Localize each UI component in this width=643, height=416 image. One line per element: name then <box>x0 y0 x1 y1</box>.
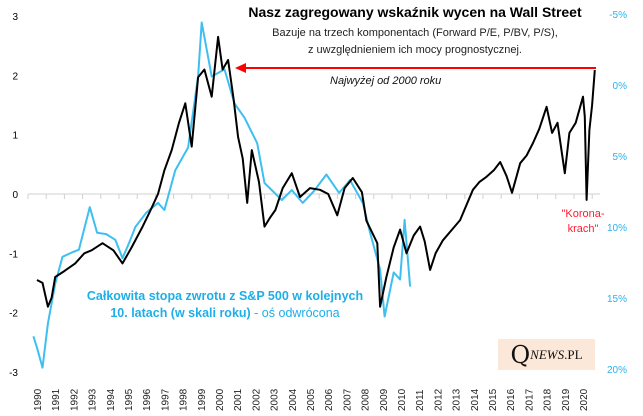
x-tick-label: 1999 <box>197 388 208 411</box>
y-left-tick-label: 2 <box>12 71 18 82</box>
chart-subtitle-line1: Bazuje na trzech komponentach (Forward P… <box>272 27 558 39</box>
x-tick-label: 1998 <box>179 388 190 411</box>
y-left-tick-label: 3 <box>12 12 18 23</box>
korona-line1: "Korona- <box>561 208 605 220</box>
logo-q: Q <box>510 340 531 369</box>
y-right-tick-label: -5% <box>609 10 627 21</box>
x-tick-label: 2003 <box>270 388 281 411</box>
y-left-tick-label: 0 <box>12 190 18 201</box>
series-label-normal: - oś odwrócona <box>250 306 340 320</box>
chart-subtitle-line2: z uwzględnieniem ich mocy prognostycznej… <box>308 44 522 56</box>
x-tick-label: 2009 <box>379 388 390 411</box>
chart-title: Nasz zagregowany wskaźnik wycen na Wall … <box>248 4 582 20</box>
x-tick-label: 2015 <box>488 388 499 411</box>
x-tick-label: 1992 <box>69 388 80 411</box>
x-tick-label: 2001 <box>233 388 244 411</box>
logo-suffix: .PL <box>564 346 583 362</box>
series-label-bold: 10. latach (w skali roku) <box>110 306 251 320</box>
x-tick-label: 2012 <box>433 388 444 411</box>
x-tick-label: 1997 <box>160 388 171 411</box>
korona-annotation: "Korona-krach" <box>548 207 618 237</box>
x-tick-label: 2007 <box>342 388 353 411</box>
x-tick-label: 1995 <box>124 388 135 411</box>
logo-news: NEWS <box>530 346 565 362</box>
x-tick-label: 2013 <box>452 388 463 411</box>
y-right-tick-label: 10% <box>607 223 627 234</box>
x-tick-label: 1994 <box>106 388 117 411</box>
x-tick-label: 2020 <box>579 388 590 411</box>
x-tick-label: 2008 <box>361 388 372 411</box>
korona-line2: krach" <box>567 223 599 235</box>
x-tick-label: 2017 <box>524 388 535 411</box>
series-label-line2: 10. latach (w skali roku) - oś odwrócona <box>60 306 390 320</box>
x-tick-label: 2002 <box>251 388 262 411</box>
y-right-tick-label: 5% <box>613 152 628 163</box>
y-left-tick-label: -2 <box>9 309 18 320</box>
x-tick-label: 2000 <box>215 388 226 411</box>
x-tick-label: 2004 <box>288 388 299 411</box>
qnews-logo: Q NEWS .PL <box>498 339 595 370</box>
x-tick-label: 2016 <box>506 388 517 411</box>
y-right-tick-label: 15% <box>607 294 627 305</box>
valuation-series-line <box>36 35 596 308</box>
x-tick-label: 2014 <box>470 388 481 411</box>
x-tick-label: 1993 <box>88 388 99 411</box>
series-label-line1: Całkowita stopa zwrotu z S&P 500 w kolej… <box>86 289 364 303</box>
x-tick-label: 2006 <box>324 388 335 411</box>
y-left-tick-label: -1 <box>9 249 18 260</box>
x-tick-label: 1996 <box>142 388 153 411</box>
x-tick-label: 1991 <box>51 388 62 411</box>
y-left-tick-label: -3 <box>9 368 18 379</box>
y-right-tick-label: 0% <box>613 81 628 92</box>
red-arrow-head-icon <box>235 63 246 73</box>
x-tick-label: 1990 <box>33 388 44 411</box>
arrow-annotation: Najwyżej od 2000 roku <box>330 75 442 87</box>
y-left-tick-label: 1 <box>12 131 18 142</box>
x-tick-label: 2011 <box>415 389 426 411</box>
x-tick-label: 2005 <box>306 388 317 411</box>
y-right-tick-label: 20% <box>607 365 627 376</box>
x-tick-label: 2018 <box>543 388 554 411</box>
x-tick-label: 2019 <box>561 388 572 411</box>
x-tick-label: 2010 <box>397 388 408 411</box>
